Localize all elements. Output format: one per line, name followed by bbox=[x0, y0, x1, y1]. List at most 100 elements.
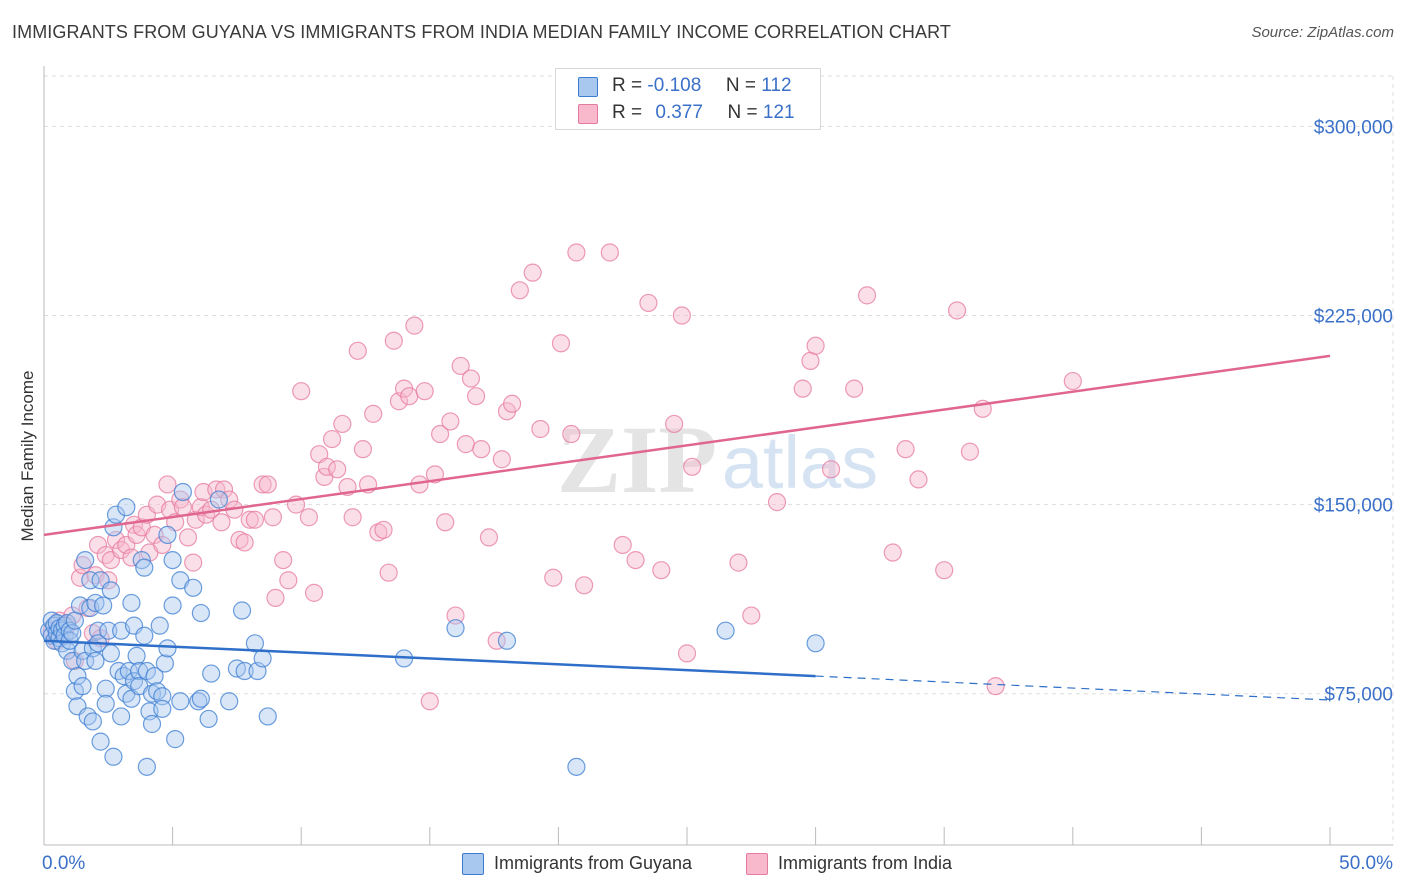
point-india bbox=[420, 692, 439, 711]
point-guyana bbox=[253, 649, 272, 668]
point-india bbox=[158, 475, 177, 494]
point-guyana bbox=[127, 646, 146, 666]
point-india bbox=[523, 263, 542, 282]
point-india bbox=[266, 588, 285, 608]
point-india bbox=[173, 498, 192, 517]
point-guyana bbox=[117, 498, 136, 517]
point-india bbox=[1063, 371, 1082, 391]
point-india bbox=[348, 341, 367, 360]
point-guyana bbox=[148, 682, 167, 701]
point-guyana bbox=[76, 550, 95, 570]
point-guyana bbox=[806, 634, 825, 653]
point-india bbox=[665, 414, 684, 434]
point-india bbox=[184, 553, 203, 572]
point-india bbox=[153, 535, 172, 555]
point-guyana bbox=[78, 707, 97, 726]
point-india bbox=[909, 470, 928, 489]
point-guyana bbox=[497, 631, 517, 650]
point-guyana bbox=[150, 616, 169, 635]
point-guyana bbox=[101, 581, 120, 600]
legend-label-india: Immigrants from India bbox=[778, 853, 953, 873]
point-india bbox=[510, 281, 529, 300]
point-india bbox=[600, 243, 619, 262]
point-india bbox=[253, 475, 272, 494]
point-india bbox=[456, 435, 475, 454]
point-guyana bbox=[101, 644, 120, 663]
point-india bbox=[551, 334, 571, 353]
point-guyana bbox=[191, 603, 210, 623]
point-india bbox=[492, 450, 511, 469]
point-india bbox=[328, 460, 347, 479]
legend-n-value: 112 bbox=[761, 75, 792, 96]
legend-n-label: N = bbox=[727, 102, 758, 123]
point-india bbox=[806, 336, 825, 355]
point-india bbox=[947, 301, 967, 320]
point-guyana bbox=[209, 490, 228, 509]
point-india bbox=[88, 535, 108, 555]
point-guyana bbox=[96, 679, 115, 698]
y-tick-label: $150,000 bbox=[1314, 496, 1393, 517]
legend-swatch-guyana bbox=[462, 853, 484, 875]
point-india bbox=[274, 550, 293, 570]
legend-swatch-india bbox=[578, 104, 598, 124]
axes bbox=[43, 66, 1393, 846]
legend-r-value: 0.377 bbox=[655, 102, 703, 123]
point-india bbox=[353, 440, 373, 459]
point-guyana bbox=[153, 699, 172, 718]
point-india bbox=[767, 493, 787, 512]
point-india bbox=[672, 306, 691, 325]
point-india bbox=[567, 243, 586, 262]
y-tick-label: $75,000 bbox=[1324, 685, 1393, 706]
legend-n-label: N = bbox=[725, 75, 756, 96]
point-india bbox=[935, 561, 954, 580]
point-india bbox=[883, 543, 902, 562]
point-india bbox=[333, 414, 352, 434]
point-guyana bbox=[202, 664, 221, 683]
point-guyana bbox=[86, 651, 105, 671]
x-tick-label: 50.0% bbox=[1339, 853, 1393, 874]
point-india bbox=[479, 528, 499, 547]
point-guyana bbox=[166, 730, 185, 749]
point-guyana bbox=[122, 593, 141, 613]
point-guyana bbox=[135, 558, 154, 577]
point-india bbox=[626, 550, 645, 570]
point-india bbox=[821, 460, 841, 479]
point-india bbox=[230, 530, 249, 550]
point-india bbox=[384, 331, 403, 350]
point-india bbox=[544, 568, 563, 587]
point-guyana bbox=[189, 692, 208, 711]
point-india bbox=[405, 316, 424, 335]
point-india bbox=[214, 480, 234, 499]
legend-swatch-guyana bbox=[578, 77, 598, 97]
legend-swatch-india bbox=[746, 853, 768, 875]
point-india bbox=[845, 379, 864, 398]
point-india bbox=[896, 440, 915, 459]
point-india bbox=[466, 387, 486, 406]
point-guyana bbox=[155, 654, 174, 673]
legend-r-label: R = bbox=[612, 75, 643, 96]
correlation-legend: R = -0.108 N = 112 R = 0.377 N = 121 bbox=[555, 68, 821, 130]
trend-line-india bbox=[43, 354, 1331, 537]
point-india bbox=[178, 528, 198, 547]
point-india bbox=[446, 606, 465, 625]
point-india bbox=[857, 286, 877, 305]
point-india bbox=[73, 556, 92, 575]
point-guyana bbox=[94, 596, 113, 615]
point-guyana bbox=[81, 571, 100, 590]
point-india bbox=[793, 379, 812, 398]
point-guyana bbox=[83, 712, 102, 731]
point-guyana bbox=[112, 707, 131, 726]
legend-r-label: R = bbox=[612, 102, 643, 123]
point-guyana bbox=[68, 666, 87, 686]
point-india bbox=[235, 533, 254, 552]
point-india bbox=[430, 424, 450, 444]
point-india bbox=[441, 412, 460, 431]
point-india bbox=[986, 677, 1005, 696]
point-india bbox=[240, 510, 259, 529]
point-guyana bbox=[73, 677, 92, 696]
point-india bbox=[212, 513, 231, 532]
point-india bbox=[145, 525, 164, 544]
point-india bbox=[436, 513, 455, 532]
point-guyana bbox=[145, 666, 164, 686]
